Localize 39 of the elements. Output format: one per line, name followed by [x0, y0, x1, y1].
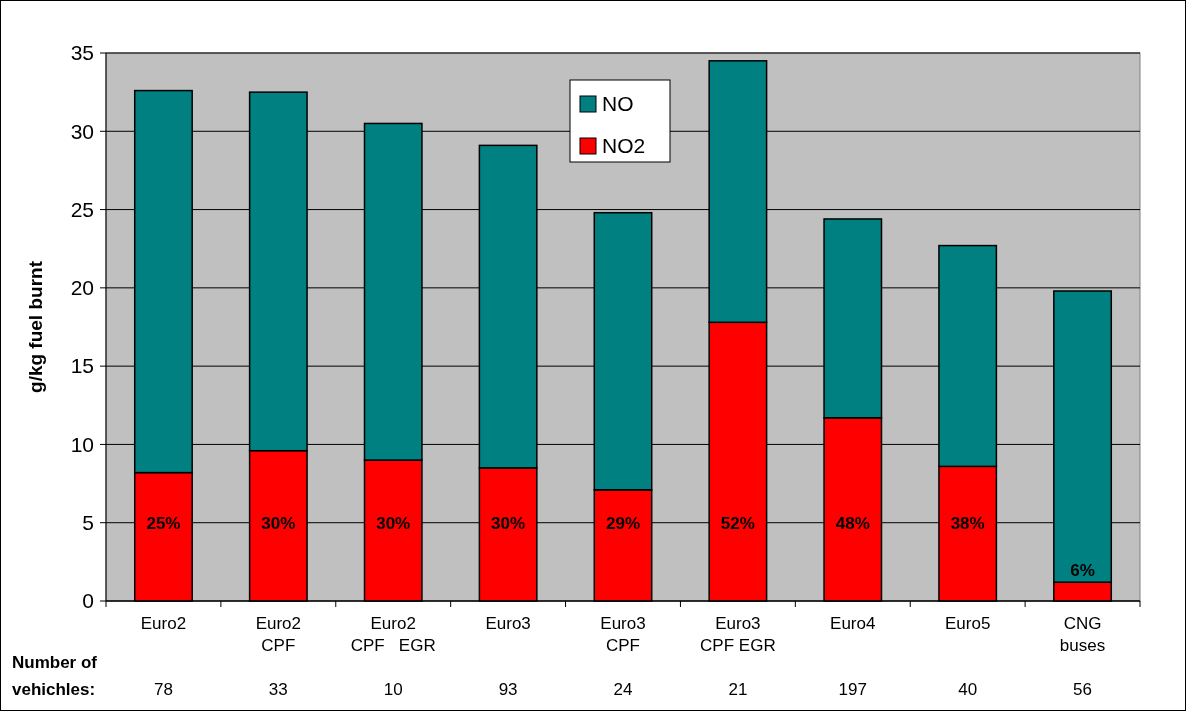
y-tick-label: 5	[82, 511, 94, 535]
annotation: 25%	[146, 513, 181, 533]
x-tick-label: Euro3 CPF EGR	[700, 614, 776, 655]
annotation: 52%	[720, 513, 755, 533]
annotation: 29%	[605, 513, 641, 533]
x-tick-label: Euro3	[485, 614, 531, 633]
y-tick-label: 25	[70, 197, 94, 221]
x-tick-label: Euro2 CPF	[255, 614, 302, 655]
y-tick-label: 30	[70, 119, 94, 143]
y-tick-label: 35	[70, 41, 94, 65]
y-tick-label: 0	[82, 589, 94, 613]
text: 33	[268, 680, 288, 699]
y-tick-label: 20	[70, 276, 94, 300]
annotation: 30%	[376, 513, 411, 533]
legend-label: NO	[602, 92, 634, 116]
text: 93	[498, 680, 518, 699]
x-tick-label: Euro2	[140, 614, 187, 633]
text: 78	[153, 680, 173, 699]
x-tick-label: Euro5	[944, 614, 991, 633]
annotation: 30%	[261, 513, 296, 533]
x-tick-label: Euro3 CPF	[600, 614, 646, 655]
y-axis-title: g/kg fuel burnt	[25, 260, 46, 393]
annotation: 48%	[835, 513, 870, 533]
annotation: 30%	[491, 513, 526, 533]
x-tick-label: Euro4	[830, 614, 876, 633]
text: 10	[383, 680, 403, 699]
text: 56	[1073, 680, 1093, 699]
text: Number of vehichles:	[12, 653, 98, 699]
text: 24	[613, 680, 633, 699]
text: 40	[958, 680, 978, 699]
y-tick-label: 10	[70, 432, 94, 456]
annotation: 38%	[950, 513, 985, 533]
legend-label: NO2	[602, 134, 646, 158]
x-tick-label: CNG buses	[1059, 614, 1106, 655]
text: 197	[838, 680, 867, 699]
x-tick-label: Euro2 CPF EGR	[350, 614, 436, 655]
y-tick-label: 15	[70, 354, 94, 378]
annotation: 6%	[1070, 561, 1095, 581]
text: 21	[728, 680, 748, 699]
